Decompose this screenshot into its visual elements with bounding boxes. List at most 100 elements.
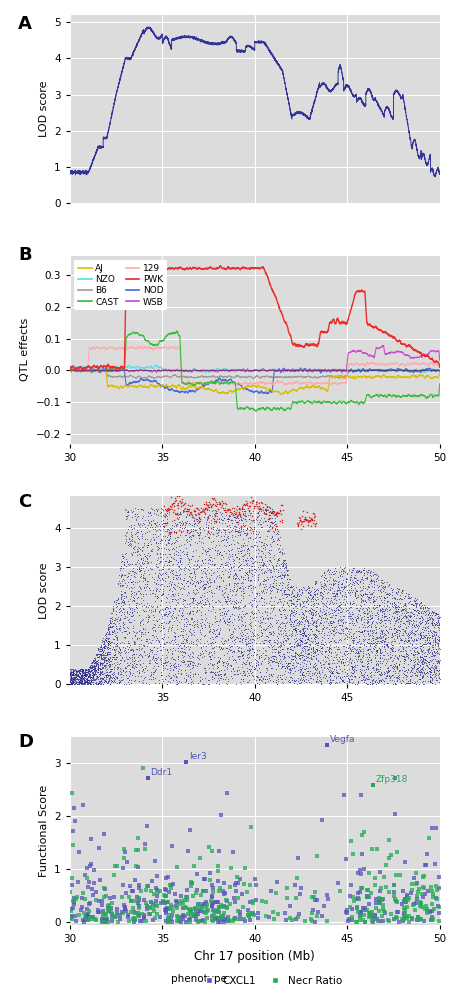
Point bbox=[237, 569, 244, 585]
Point bbox=[120, 667, 127, 683]
Point bbox=[409, 612, 416, 628]
Point bbox=[183, 672, 190, 688]
Point bbox=[403, 603, 410, 619]
Point bbox=[290, 665, 297, 681]
Point bbox=[121, 901, 129, 917]
Point bbox=[123, 508, 130, 524]
Point bbox=[67, 665, 74, 681]
Point bbox=[257, 655, 264, 671]
Point bbox=[279, 667, 286, 683]
Point bbox=[252, 562, 259, 578]
Point bbox=[99, 905, 106, 921]
Point bbox=[345, 673, 352, 689]
Point bbox=[171, 505, 179, 521]
Point bbox=[70, 665, 78, 681]
Point bbox=[101, 652, 108, 668]
Point bbox=[138, 636, 145, 652]
Point bbox=[182, 900, 189, 916]
Point bbox=[69, 667, 76, 683]
Point bbox=[296, 588, 303, 604]
Point bbox=[228, 626, 235, 642]
Point bbox=[284, 880, 291, 896]
Point bbox=[346, 606, 353, 622]
Point bbox=[406, 609, 413, 625]
Point bbox=[97, 639, 105, 655]
Point bbox=[422, 901, 429, 917]
Point bbox=[284, 567, 291, 583]
Point bbox=[356, 597, 364, 613]
Point bbox=[363, 602, 370, 618]
Point bbox=[323, 581, 330, 597]
Point bbox=[287, 664, 294, 680]
Point bbox=[197, 672, 204, 688]
Point bbox=[291, 672, 298, 688]
Point bbox=[239, 626, 246, 642]
Point bbox=[239, 551, 247, 567]
Point bbox=[301, 618, 308, 634]
Point bbox=[313, 667, 320, 683]
Point bbox=[122, 501, 129, 517]
Point bbox=[80, 667, 87, 683]
Point bbox=[149, 669, 156, 685]
Point bbox=[320, 652, 327, 668]
Point bbox=[165, 578, 172, 594]
Point bbox=[311, 644, 318, 660]
Point bbox=[269, 558, 276, 574]
Point bbox=[387, 672, 394, 688]
Point bbox=[185, 912, 193, 928]
Point bbox=[177, 914, 184, 930]
Point bbox=[410, 602, 417, 618]
Point bbox=[247, 614, 254, 630]
Point bbox=[246, 572, 253, 588]
Point bbox=[266, 670, 273, 686]
Point bbox=[289, 600, 296, 616]
Point bbox=[276, 552, 283, 568]
Point bbox=[85, 667, 92, 683]
Point bbox=[129, 546, 136, 562]
Point bbox=[285, 656, 292, 672]
Point bbox=[400, 609, 407, 625]
Point bbox=[349, 596, 356, 612]
Point bbox=[190, 502, 197, 518]
Point bbox=[148, 894, 155, 910]
Point bbox=[185, 668, 192, 684]
Point bbox=[376, 650, 383, 666]
Point bbox=[390, 667, 397, 683]
Point bbox=[361, 585, 368, 601]
Point bbox=[147, 536, 155, 552]
Point bbox=[72, 663, 79, 679]
Point bbox=[208, 540, 216, 556]
Point bbox=[238, 583, 245, 599]
Point bbox=[102, 657, 109, 673]
Point bbox=[225, 537, 232, 553]
Point bbox=[397, 607, 404, 623]
Point bbox=[418, 605, 425, 621]
Point bbox=[121, 643, 128, 659]
Point bbox=[248, 598, 255, 614]
Point bbox=[418, 600, 425, 616]
Point bbox=[91, 654, 98, 670]
Point bbox=[126, 596, 133, 612]
Point bbox=[250, 647, 257, 663]
Point bbox=[212, 675, 219, 691]
Point bbox=[336, 611, 343, 627]
Point bbox=[147, 513, 154, 529]
Point bbox=[290, 588, 298, 604]
Point bbox=[427, 652, 434, 668]
Point bbox=[246, 502, 253, 518]
Point bbox=[374, 656, 382, 672]
Point bbox=[290, 655, 297, 671]
Point bbox=[376, 883, 383, 899]
Point bbox=[162, 654, 169, 670]
Point bbox=[423, 652, 430, 668]
Point bbox=[122, 644, 129, 660]
Point bbox=[168, 650, 175, 666]
Point bbox=[333, 675, 341, 691]
Point bbox=[99, 659, 106, 675]
Point bbox=[154, 541, 161, 557]
Point bbox=[159, 571, 166, 587]
Point bbox=[212, 508, 219, 524]
Point bbox=[185, 675, 192, 691]
Point bbox=[410, 606, 417, 622]
Point bbox=[408, 637, 415, 653]
